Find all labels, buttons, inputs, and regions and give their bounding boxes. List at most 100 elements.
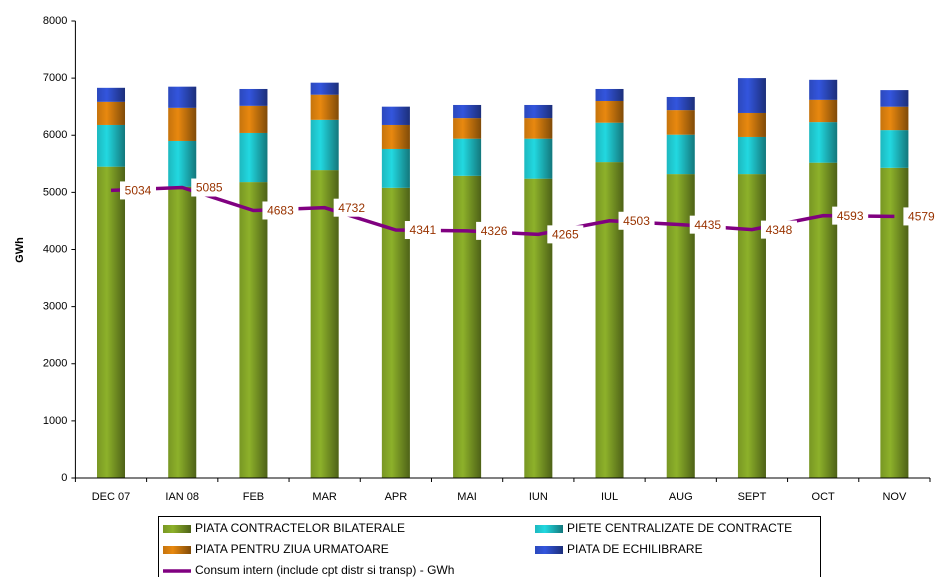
data-label: 4683 [267, 204, 294, 218]
y-tick-label: 5000 [43, 186, 67, 198]
bar-shade [737, 136, 766, 175]
y-axis-label: GWh [14, 237, 26, 263]
data-label: 4579 [908, 210, 935, 224]
data-label: 4326 [481, 224, 508, 238]
bar-shade [168, 186, 197, 478]
bar-shade [737, 78, 766, 113]
bar-shade [310, 119, 339, 171]
bar-shade [524, 118, 553, 139]
x-tick-label: IAN 08 [165, 491, 199, 503]
y-tick-label: 6000 [43, 129, 67, 141]
bar-shade [168, 107, 197, 141]
x-tick-label: MAI [457, 491, 477, 503]
x-tick-label: IUL [601, 491, 618, 503]
bar-shade [737, 112, 766, 137]
data-label: 4435 [694, 218, 721, 232]
bar-shade [809, 99, 838, 123]
bar-shade [595, 162, 624, 478]
bar-shade [453, 175, 482, 478]
bar-shade [97, 166, 126, 478]
bar-shade [595, 122, 624, 163]
bar-shade [666, 96, 695, 111]
x-tick-label: APR [385, 491, 408, 503]
bar-shade [595, 88, 624, 101]
data-label-box [547, 225, 584, 244]
bar-shade [880, 130, 909, 168]
data-label-box [191, 178, 228, 197]
data-label: 4348 [766, 223, 793, 237]
x-tick-label: IUN [529, 491, 548, 503]
data-label-box [832, 206, 869, 225]
data-label: 5085 [196, 181, 223, 195]
bar-shade [524, 104, 553, 119]
x-tick-label: FEB [243, 491, 264, 503]
y-tick-label: 3000 [43, 301, 67, 313]
legend-label: PIATA PENTRU ZIUA URMATOARE [195, 542, 389, 556]
data-label: 4341 [410, 223, 437, 237]
bar-shade [666, 110, 695, 135]
bar-shade [97, 124, 126, 167]
x-tick-label: MAR [312, 491, 337, 503]
bar-shade [453, 104, 482, 119]
data-label: 4265 [552, 228, 579, 242]
y-tick-label: 1000 [43, 415, 67, 427]
bar-shade [880, 106, 909, 131]
bar-shade [453, 138, 482, 176]
bar-shade [880, 90, 909, 107]
bar-shade [381, 106, 410, 125]
data-label: 4593 [837, 209, 864, 223]
data-label-box [404, 221, 441, 240]
data-label-box [618, 211, 655, 230]
bar-shade [310, 82, 339, 95]
bar-shade [239, 105, 268, 133]
bar-shade [809, 122, 838, 163]
bar-shade [737, 174, 766, 478]
bar-shade [381, 148, 410, 188]
data-label-box [120, 181, 157, 200]
legend-label: PIATA CONTRACTELOR BILATERALE [195, 521, 405, 535]
bar-shade [97, 87, 126, 102]
y-tick-label: 7000 [43, 72, 67, 84]
legend-swatch-shade [535, 546, 563, 554]
x-tick-label: DEC 07 [92, 491, 131, 503]
bar-shade [666, 134, 695, 175]
x-tick-label: OCT [812, 491, 836, 503]
legend-swatch-shade [163, 525, 191, 533]
x-tick-label: SEPT [738, 491, 767, 503]
data-label-box [476, 221, 513, 240]
data-label: 4732 [338, 201, 365, 215]
bar-shade [310, 170, 339, 478]
y-tick-label: 0 [61, 472, 67, 484]
y-tick-label: 8000 [43, 15, 67, 27]
data-label-box [760, 220, 797, 239]
bar-shade [524, 178, 553, 479]
bar-shade [168, 86, 197, 108]
data-label: 5034 [125, 184, 152, 198]
data-label-box [903, 207, 937, 226]
legend-label: PIETE CENTRALIZATE DE CONTRACTE [567, 521, 792, 535]
bar-shade [595, 100, 624, 123]
legend-swatch-shade [535, 525, 563, 533]
legend-swatch-shade [163, 546, 191, 554]
legend-label: PIATA DE ECHILIBRARE [567, 542, 703, 556]
data-label: 4503 [623, 214, 650, 228]
bar-shade [239, 88, 268, 106]
y-tick-label: 4000 [43, 243, 67, 255]
bar-shade [809, 79, 838, 100]
x-tick-label: NOV [882, 491, 907, 503]
bar-shade [453, 118, 482, 139]
data-label-box [689, 215, 726, 234]
y-tick-label: 2000 [43, 358, 67, 370]
legend-box [158, 516, 821, 577]
bar-shade [310, 94, 339, 120]
legend-label: Consum intern (include cpt distr si tran… [195, 563, 454, 577]
x-tick-label: AUG [669, 491, 693, 503]
data-label-box [333, 198, 370, 217]
bar-shade [239, 182, 268, 478]
bar-shade [524, 138, 553, 179]
bar-shade [381, 124, 410, 149]
bar-shade [97, 101, 126, 125]
data-label-box [262, 201, 299, 220]
bar-shade [239, 132, 268, 183]
